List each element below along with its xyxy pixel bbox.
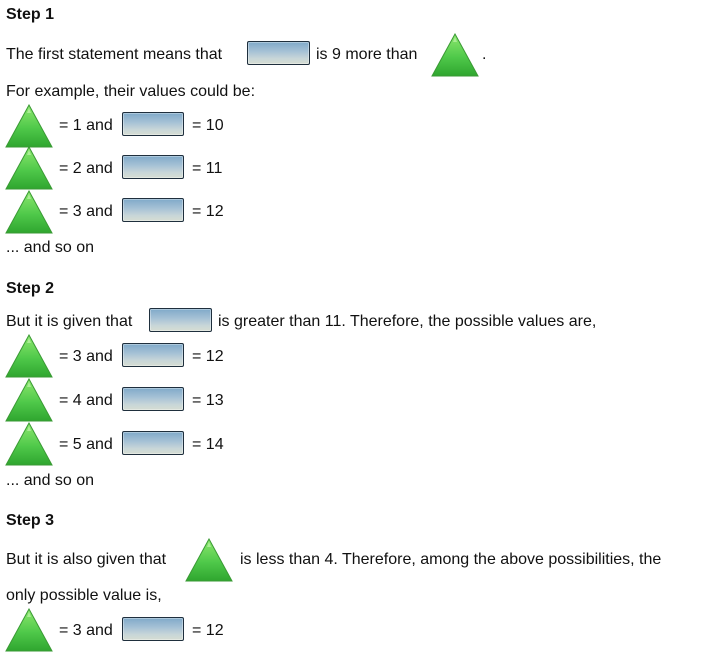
green-triangle-icon [431,33,479,77]
step3-line1-suffix: is less than 4. Therefore, among the abo… [240,551,662,568]
step2-ellipsis: ... and so on [6,472,95,489]
green-triangle-icon [5,378,53,422]
step2-row1-box-text: = 12 [192,348,224,365]
green-triangle-icon [5,608,53,652]
step1-line1-prefix: The first statement means that [6,46,223,63]
step2-row2-tri-text: = 4 and [59,392,113,409]
green-triangle-icon [5,190,53,234]
step1-line1-middle: is 9 more than [316,46,418,63]
blue-rectangle-icon [122,387,184,411]
green-triangle-icon [5,104,53,148]
step1-row1-tri-text: = 1 and [59,117,113,134]
step1-row1-box-text: = 10 [192,117,224,134]
step1-row3-tri-text: = 3 and [59,203,113,220]
green-triangle-icon [5,334,53,378]
step2-line1-suffix: is greater than 11. Therefore, the possi… [218,313,597,330]
blue-rectangle-icon [122,343,184,367]
step1-row2-tri-text: = 2 and [59,160,113,177]
step3-row-tri-text: = 3 and [59,622,113,639]
blue-rectangle-icon [122,112,184,136]
step1-heading: Step 1 [6,6,55,23]
green-triangle-icon [185,538,233,582]
green-triangle-icon [5,422,53,466]
step3-line1-prefix: But it is also given that [6,551,167,568]
step2-row3-box-text: = 14 [192,436,224,453]
step1-ellipsis: ... and so on [6,239,95,256]
step1-row2-box-text: = 11 [192,160,223,177]
step3-row-box-text: = 12 [192,622,224,639]
step1-line1-end: . [482,46,487,63]
step2-row2-box-text: = 13 [192,392,224,409]
step1-line2: For example, their values could be: [6,83,256,100]
step2-row3-tri-text: = 5 and [59,436,113,453]
step2-heading: Step 2 [6,280,55,297]
blue-rectangle-icon [122,155,184,179]
blue-rectangle-icon [122,431,184,455]
green-triangle-icon [5,146,53,190]
step2-line1-prefix: But it is given that [6,313,133,330]
step1-row3-box-text: = 12 [192,203,224,220]
blue-rectangle-icon [149,308,212,332]
blue-rectangle-icon [247,41,310,65]
step3-line2: only possible value is, [6,587,162,604]
blue-rectangle-icon [122,617,184,641]
step3-heading: Step 3 [6,512,55,529]
blue-rectangle-icon [122,198,184,222]
step2-row1-tri-text: = 3 and [59,348,113,365]
